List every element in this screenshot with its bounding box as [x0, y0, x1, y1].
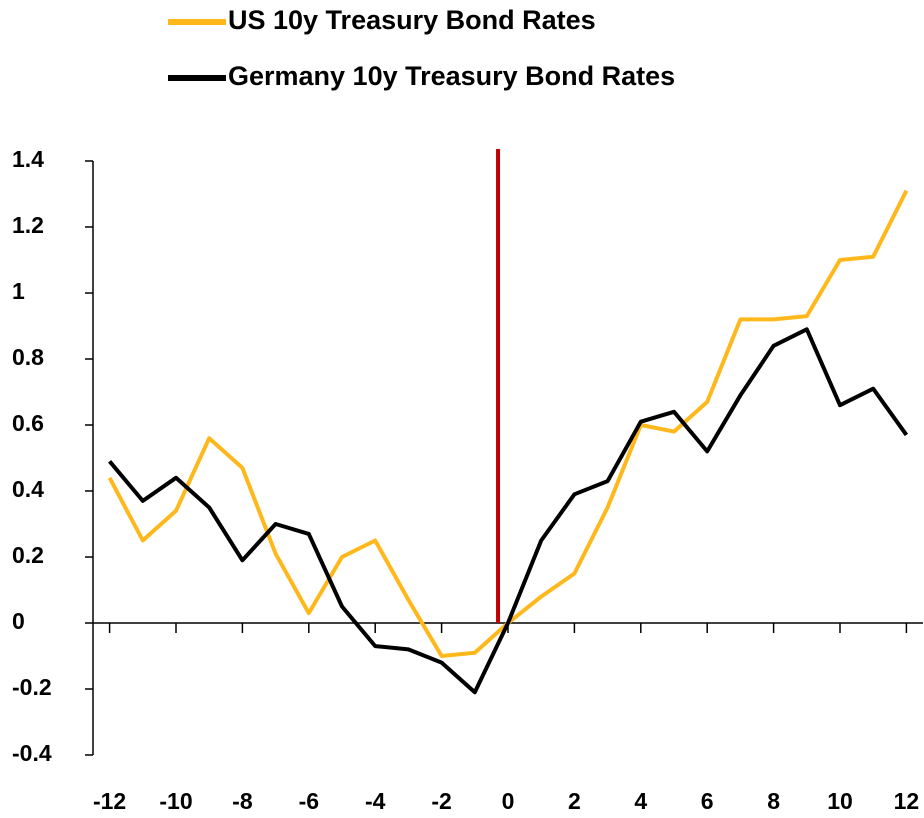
- x-tick-label: 6: [701, 788, 714, 814]
- y-tick-label: 0: [12, 608, 25, 634]
- series-line: [108, 327, 909, 695]
- x-tick-label: 12: [894, 788, 920, 814]
- legend-label: US 10y Treasury Bond Rates: [228, 5, 596, 35]
- x-tick-label: 10: [827, 788, 853, 814]
- y-tick-label: 0.4: [12, 476, 44, 502]
- x-tick-label: 8: [767, 788, 780, 814]
- x-tick-label: 2: [568, 788, 581, 814]
- y-tick-label: -0.2: [12, 674, 52, 700]
- y-tick-label: 1: [12, 278, 25, 304]
- x-tick-label: -8: [232, 788, 253, 814]
- x-tick-label: -6: [299, 788, 319, 814]
- x-tick-label: -10: [159, 788, 192, 814]
- x-tick-label: -2: [431, 788, 451, 814]
- y-tick-label: 1.4: [12, 146, 44, 172]
- y-tick-label: -0.4: [12, 740, 52, 766]
- y-tick-label: 0.8: [12, 344, 44, 370]
- y-tick-label: 1.2: [12, 212, 44, 238]
- x-tick-label: 0: [502, 788, 515, 814]
- x-tick-label: -12: [93, 788, 126, 814]
- x-tick-label: -4: [365, 788, 386, 814]
- y-tick-label: 0.6: [12, 410, 44, 436]
- series-line: [107, 189, 909, 658]
- legend-label: Germany 10y Treasury Bond Rates: [228, 61, 675, 91]
- y-tick-label: 0.2: [12, 542, 44, 568]
- x-tick-label: 4: [634, 788, 647, 814]
